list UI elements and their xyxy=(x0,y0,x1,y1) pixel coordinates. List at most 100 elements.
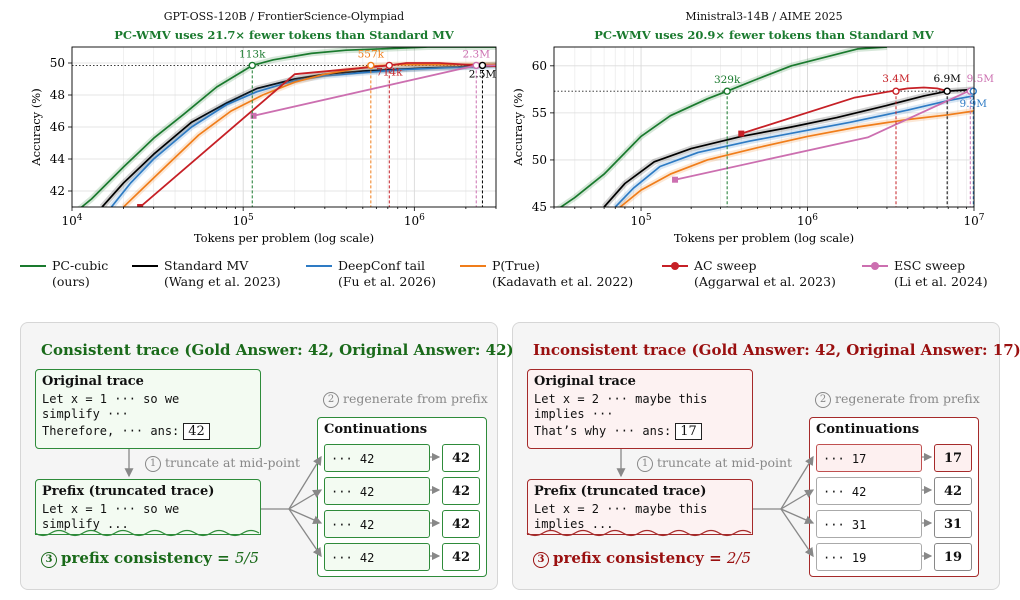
annotation-marker xyxy=(367,61,375,70)
annotation-marker xyxy=(723,87,731,95)
x-tick-label: 104 xyxy=(61,213,82,228)
annotation-marker xyxy=(892,87,900,95)
series-group xyxy=(555,47,974,207)
original-trace-card: Original trace Let x = 2 ··· maybe this … xyxy=(527,369,753,449)
continuation-row: ··· 17 xyxy=(816,444,922,472)
original-line-3: That’s why ··· ans: 17 xyxy=(534,423,702,440)
legend-name: ESC sweep xyxy=(894,258,966,273)
continuations-card: Continuations ··· 17 17 ··· 42 42 ··· 31… xyxy=(809,417,979,577)
continuations-card: Continuations ··· 42 42 ··· 42 42 ··· 42… xyxy=(317,417,487,577)
regen-note: 2 regenerate from prefix xyxy=(323,391,488,408)
annotation-label: 2.3M xyxy=(463,48,491,60)
inconsistent-title: Inconsistent trace (Gold Answer: 42, Ori… xyxy=(533,341,1020,359)
consistency-score: 3 prefix consistency = 2/5 xyxy=(533,549,751,568)
annotation-label: 714k xyxy=(376,66,403,78)
continuation-answer: 17 xyxy=(934,444,972,472)
y-tick-label: 50 xyxy=(50,56,65,70)
x-tick-label: 105 xyxy=(233,213,254,228)
series-line xyxy=(619,110,974,207)
continuations-head: Continuations xyxy=(816,422,920,437)
prefix-line-2: simplify ... xyxy=(42,517,129,531)
annotation-label: 557k xyxy=(358,48,385,60)
x-tick-label: 105 xyxy=(631,213,652,228)
legend-detail: (Aggarwal et al. 2023) xyxy=(694,274,836,289)
annotation-marker xyxy=(385,61,393,70)
inconsistent-trace-panel: Inconsistent trace (Gold Answer: 42, Ori… xyxy=(512,322,1020,590)
x-tick-exponent: 6 xyxy=(419,213,425,223)
chart-2: 45 50 55 60 105 106 107 Tokens per problem (log… xyxy=(511,46,995,245)
original-trace-card: Original trace Let x = 1 ··· so we simpl… xyxy=(35,369,261,449)
y-tick-label: 60 xyxy=(532,59,547,73)
prefix-head: Prefix (truncated trace) xyxy=(42,484,215,499)
series-marker xyxy=(672,176,679,183)
legend-name: P(True) xyxy=(492,258,540,273)
series-line xyxy=(559,47,888,207)
continuation-answer: 42 xyxy=(442,477,480,505)
annotation-label: 113k xyxy=(239,48,266,60)
continuations-head: Continuations xyxy=(324,422,428,437)
annotation-label: 3.4M xyxy=(882,73,910,85)
x-tick-exponent: 4 xyxy=(77,213,83,223)
original-answer: 17 xyxy=(675,423,702,440)
chart-1-title: GPT-OSS-120B / FrontierScience-Olympiad xyxy=(163,10,405,23)
consistent-arrows xyxy=(34,449,441,561)
series-line xyxy=(139,62,496,207)
legend-name: Standard MV xyxy=(164,258,249,273)
legend: PC-cubic (ours) Standard MV (Wang et al. 2… xyxy=(20,258,1010,294)
consistent-title: Consistent trace (Gold Answer: 42, Origi… xyxy=(41,341,514,359)
legend-swatch xyxy=(20,265,46,267)
continuation-answer: 42 xyxy=(442,444,480,472)
continuation-answer: 31 xyxy=(934,510,972,538)
legend-name: DeepConf tail xyxy=(338,258,426,273)
x-axis-label: Tokens per problem (log scale) xyxy=(194,231,374,245)
continuation-row: ··· 42 xyxy=(816,477,922,505)
chart-2-subtitle: PC-WMV uses 20.9× fewer tokens than Stan… xyxy=(594,28,934,42)
continuation-answer: 42 xyxy=(934,477,972,505)
legend-detail: (Wang et al. 2023) xyxy=(164,274,281,289)
legend-swatch xyxy=(132,265,158,267)
x-tick-exponent: 5 xyxy=(646,213,652,223)
legend-name: PC-cubic xyxy=(52,258,109,273)
original-trace-head: Original trace xyxy=(42,374,144,389)
continuation-answer: 42 xyxy=(442,543,480,571)
series-group xyxy=(77,47,496,207)
prefix-card: Prefix (truncated trace) Let x = 2 ··· m… xyxy=(527,479,753,535)
plot-frame xyxy=(71,46,497,208)
series-marker xyxy=(250,112,257,119)
prefix-line-2: implies ... xyxy=(534,517,614,531)
series-marker xyxy=(137,204,144,207)
continuation-row: ··· 42 xyxy=(324,477,430,505)
series-marker xyxy=(738,130,745,137)
x-tick-exponent: 7 xyxy=(979,213,985,223)
series-band xyxy=(77,47,496,207)
continuation-answer: 19 xyxy=(934,543,972,571)
y-tick-label: 46 xyxy=(50,120,65,134)
legend-marker xyxy=(871,262,879,270)
continuation-row: ··· 19 xyxy=(816,543,922,571)
annotation-label: 9.5M xyxy=(967,73,995,85)
legend-detail: (Fu et al. 2026) xyxy=(338,274,437,289)
y-tick-label: 42 xyxy=(50,184,65,198)
series-line xyxy=(110,65,496,207)
annotation-label: 2.5M xyxy=(469,68,497,80)
series-line xyxy=(603,88,974,207)
annotation-marker xyxy=(969,87,977,95)
y-tick-label: 50 xyxy=(532,153,547,167)
regen-note: 2 regenerate from prefix xyxy=(815,391,980,408)
y-tick-label: 55 xyxy=(532,106,547,120)
plot-frame xyxy=(553,46,975,208)
annotation-marker xyxy=(478,61,487,70)
series-line xyxy=(80,47,496,207)
consistency-score: 3 prefix consistency = 5/5 xyxy=(41,549,259,568)
legend-marker xyxy=(671,262,679,270)
series-line xyxy=(614,95,974,207)
original-trace-head: Original trace xyxy=(534,374,636,389)
prefix-head: Prefix (truncated trace) xyxy=(534,484,707,499)
y-tick-label: 45 xyxy=(532,200,547,214)
x-tick-exponent: 5 xyxy=(248,213,254,223)
original-line-2: implies ··· xyxy=(534,407,614,421)
prefix-line-1: Let x = 1 ··· so we xyxy=(42,502,180,516)
x-tick-label: 107 xyxy=(963,213,984,228)
continuation-row: ··· 42 xyxy=(324,543,430,571)
chart-1-subtitle: PC-WMV uses 21.7× fewer tokens than Stan… xyxy=(114,28,454,42)
